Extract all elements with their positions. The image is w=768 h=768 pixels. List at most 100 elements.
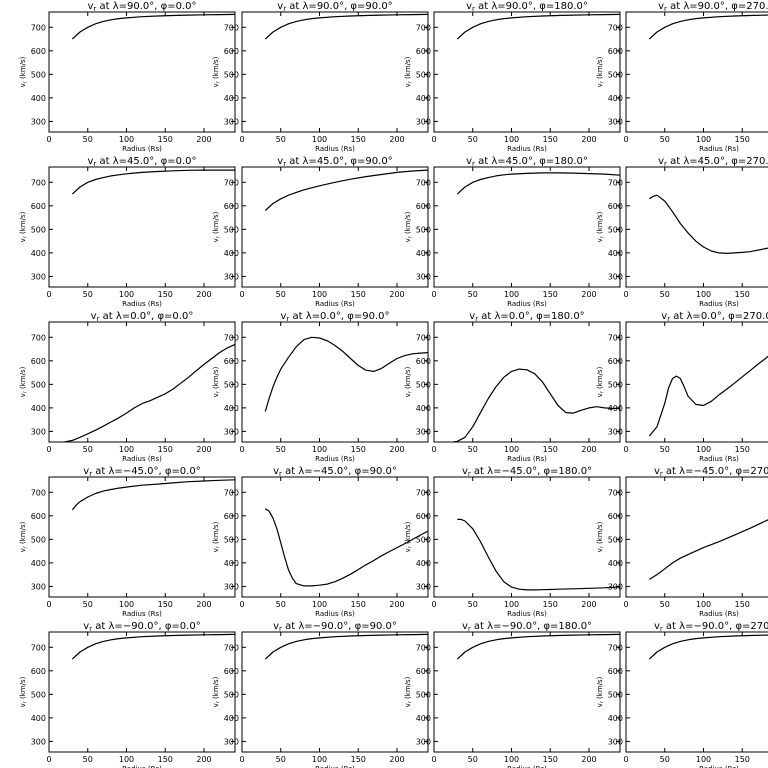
subplot-12: vr at λ=0.0°, φ=270.0°050100150200300400…	[596, 311, 768, 463]
plot-frame	[625, 11, 768, 133]
title-subscript: r	[93, 160, 96, 168]
y-tick-label: 400	[224, 94, 239, 103]
y-tick-label: 600	[31, 47, 46, 56]
y-tick-label: 700	[608, 643, 623, 652]
y-tick-label: 700	[416, 178, 431, 187]
subplot-title: vr at λ=90.0°, φ=90.0°	[277, 1, 392, 13]
title-symbol: v	[273, 621, 279, 632]
y-tick-label: 600	[224, 47, 239, 56]
series-line	[648, 355, 768, 437]
title-symbol: v	[83, 621, 89, 632]
y-tick-label: 600	[224, 357, 239, 366]
y-tick-label: 500	[608, 70, 623, 79]
y-tick-label: 700	[608, 333, 623, 342]
x-axis-label: Radius (Rs)	[699, 145, 739, 153]
title-subscript: r	[286, 315, 289, 323]
x-axis-label: Radius (Rs)	[122, 765, 162, 768]
y-axis-label: vr (km/s)	[212, 56, 222, 87]
x-tick-label: 50	[468, 290, 478, 299]
title-text: at λ=90.0°, φ=0.0°	[96, 1, 196, 12]
title-text: at λ=−90.0°, φ=180.0°	[471, 621, 592, 632]
ylabel-text: (km/s)	[212, 56, 220, 81]
y-tick-label: 700	[224, 333, 239, 342]
title-symbol: v	[658, 1, 664, 12]
ylabel-subscript: r	[23, 235, 29, 238]
title-text: at λ=−90.0°, φ=0.0°	[92, 621, 201, 632]
title-subscript: r	[664, 5, 667, 13]
y-tick-label: 300	[31, 117, 46, 126]
y-tick-label: 300	[416, 582, 431, 591]
title-symbol: v	[277, 1, 283, 12]
y-tick-label: 500	[224, 380, 239, 389]
y-tick-label: 400	[416, 714, 431, 723]
y-tick-label: 500	[224, 70, 239, 79]
subplot-10: vr at λ=0.0°, φ=90.0°0 50 100 150 2003004005…	[212, 311, 429, 463]
series-line	[648, 194, 768, 254]
x-tick-label: 50	[468, 135, 478, 144]
plot-frame	[48, 11, 236, 133]
x-tick-label: 150	[543, 135, 558, 144]
ylabel-subscript: r	[600, 545, 606, 548]
x-tick-label: 0	[431, 755, 436, 764]
title-symbol: v	[87, 156, 93, 167]
y-tick-label: 700	[224, 178, 239, 187]
y-axis-label: vr (km/s)	[404, 366, 414, 397]
ylabel-subscript: r	[23, 390, 29, 393]
subplot-title: vr at λ=0.0°, φ=180.0°	[469, 311, 584, 323]
ylabel-text: (km/s)	[19, 366, 27, 391]
x-tick-label: 100	[504, 135, 519, 144]
y-tick-label: 300	[224, 427, 239, 436]
plot-frame	[625, 476, 768, 598]
title-text: at λ=−45.0°, φ=270.0°	[663, 466, 768, 477]
title-text: at λ=0.0°, φ=90.0°	[289, 311, 389, 322]
y-tick-label: 400	[416, 404, 431, 413]
title-text: at λ=45.0°, φ=270.0°	[667, 156, 768, 167]
y-axis-label: vr (km/s)	[596, 56, 606, 87]
x-tick-label: 50	[468, 755, 478, 764]
x-tick-label: 100	[696, 755, 711, 764]
x-tick-label: 150	[351, 290, 366, 299]
y-axis-label: vr (km/s)	[212, 676, 222, 707]
ylabel-symbol: v	[596, 238, 604, 242]
series-line	[264, 169, 429, 211]
y-tick-label: 700	[31, 333, 46, 342]
x-tick-label: 100	[504, 600, 519, 609]
ylabel-symbol: v	[596, 393, 604, 397]
x-tick-label: 150	[158, 600, 173, 609]
y-tick-label: 400	[31, 404, 46, 413]
y-tick-label: 300	[608, 427, 623, 436]
plot-frame	[48, 476, 236, 598]
ylabel-subscript: r	[23, 545, 29, 548]
y-tick-label: 700	[416, 643, 431, 652]
x-tick-label: 200	[196, 135, 211, 144]
x-tick-label: 100	[312, 445, 327, 454]
series-line	[648, 14, 768, 40]
subplot-7: vr at λ=45.0°, φ=180.0°0 50 100 150 20030040…	[404, 156, 621, 308]
subplot-15: vr at λ=−45.0°, φ=180.0°0 50 100 150 2003004…	[404, 466, 621, 618]
x-tick-label: 50	[276, 290, 286, 299]
series-line	[264, 508, 429, 587]
x-tick-label: 200	[196, 290, 211, 299]
y-tick-label: 500	[224, 690, 239, 699]
x-tick-label: 50	[83, 755, 93, 764]
title-text: at λ=45.0°, φ=0.0°	[96, 156, 196, 167]
y-tick-label: 300	[416, 272, 431, 281]
ylabel-text: (km/s)	[404, 366, 412, 391]
x-tick-label: 50	[83, 135, 93, 144]
subplot-9: vr at λ=0.0°, φ=0.0°0 50 100 150 20030040050…	[19, 311, 236, 463]
y-tick-label: 600	[224, 202, 239, 211]
y-tick-label: 600	[416, 202, 431, 211]
ylabel-symbol: v	[404, 83, 412, 87]
ylabel-symbol: v	[19, 238, 27, 242]
title-text: at λ=90.0°, φ=270.0°	[667, 1, 768, 12]
x-tick-label: 150	[351, 600, 366, 609]
series-line	[453, 368, 620, 443]
x-tick-label: 0	[239, 445, 244, 454]
x-tick-label: 150	[735, 755, 750, 764]
y-tick-label: 300	[608, 117, 623, 126]
series-line	[264, 13, 429, 40]
y-tick-label: 300	[31, 427, 46, 436]
title-symbol: v	[273, 466, 279, 477]
x-axis-label: Radius (Rs)	[507, 300, 547, 308]
